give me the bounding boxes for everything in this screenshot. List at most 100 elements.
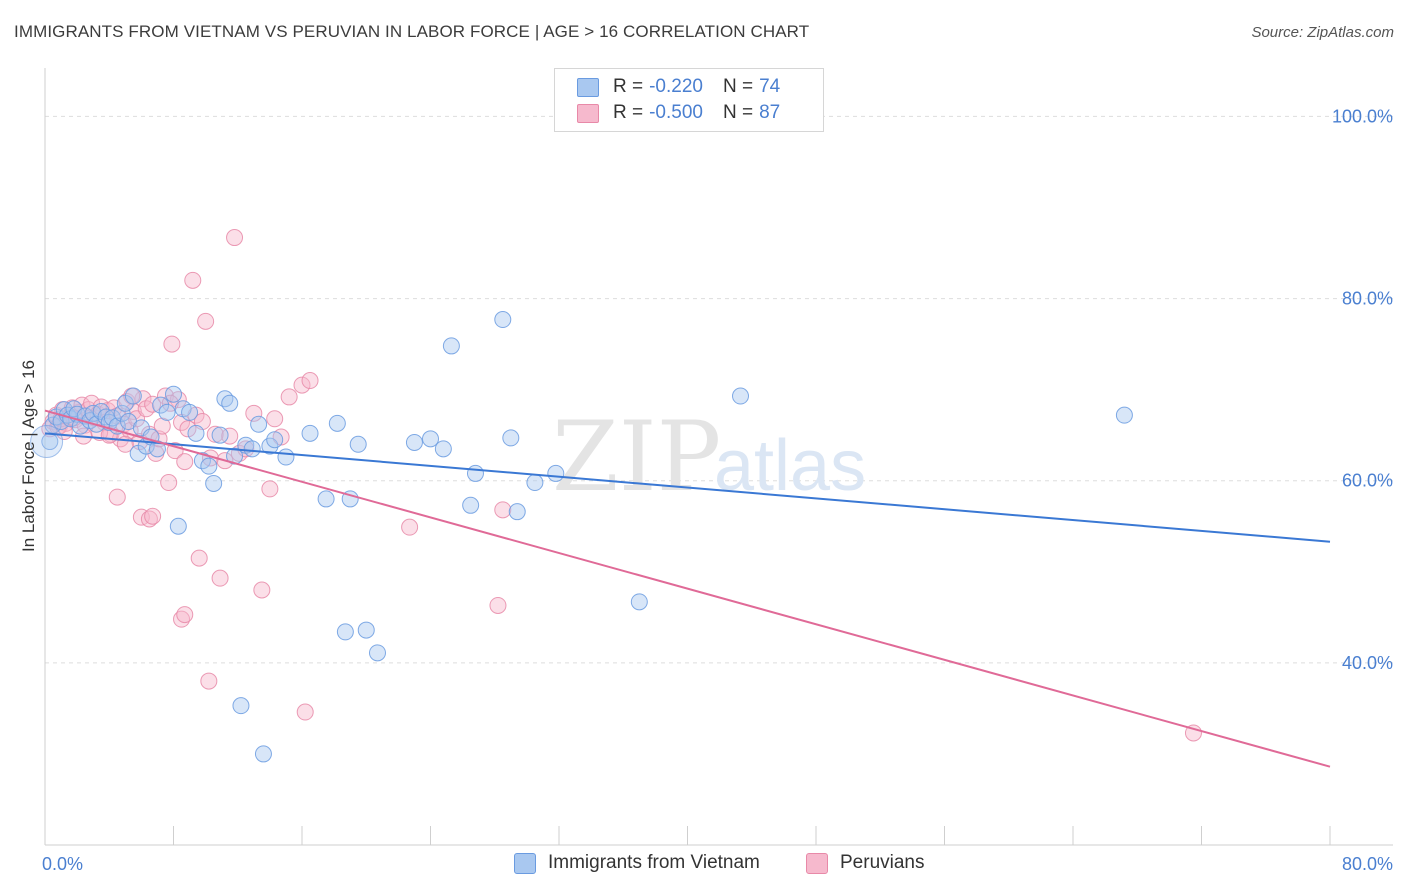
trend-line-vietnam [44,432,1331,543]
point-peruvians [163,335,181,353]
point-vietnam [317,490,335,508]
legend-swatch-vietnam [577,77,599,97]
y-axis-label: In Labor Force | Age > 16 [19,360,38,552]
x-tick-label: 80.0% [1342,854,1393,874]
point-peruvians [253,581,271,599]
legend-r-label: R = [613,102,644,123]
point-peruvians [296,703,314,721]
point-peruvians [211,569,229,587]
point-peruvians [245,404,263,422]
point-peruvians [494,501,512,519]
point-peruvians [226,229,244,247]
point-vietnam [103,409,121,427]
point-vietnam [200,457,218,475]
point-peruvians [266,410,284,428]
point-vietnam [732,387,750,405]
legend-item-peruvians[interactable]: Peruvians [806,852,925,874]
y-tick-label: 40.0% [1342,653,1393,673]
grid [45,115,1393,664]
point-peruvians [140,510,158,528]
legend-n-value: 74 [759,76,781,97]
point-peruvians [160,474,178,492]
point-peruvians [176,453,194,471]
point-vietnam [301,424,319,442]
legend-swatch-peruvians [577,103,599,123]
point-peruvians [190,549,208,567]
x-tick-label: 0.0% [42,854,83,874]
legend-item-vietnam[interactable]: Immigrants from Vietnam [514,852,760,874]
point-peruvians [261,480,279,498]
point-vietnam [630,593,648,611]
legend-swatch-peruvians [806,852,828,874]
legend-r-value: -0.220 [649,76,703,97]
tick-labels: 40.0% 60.0% 80.0% 100.0% 0.0% 80.0% In Labor F… [19,106,1393,874]
stats-legend: R = -0.220 N = 74 R = -0.500 N = 87 [554,68,824,132]
point-vietnam [336,623,354,641]
point-vietnam [368,644,386,662]
point-peruvians [153,417,171,435]
legend-label-vietnam: Immigrants from Vietnam [548,852,760,873]
legend-row-peruvians: R = -0.500 N = 87 [577,101,780,125]
point-peruvians [197,312,215,330]
point-vietnam [216,390,234,408]
point-peruvians [489,596,507,614]
point-vietnam [508,503,526,521]
legend-swatch-vietnam [514,852,536,874]
point-vietnam [357,621,375,639]
point-vietnam [243,440,261,458]
series-vietnam-points [30,311,1133,763]
point-vietnam [1115,406,1133,424]
point-peruvians [144,507,162,525]
point-vietnam [422,430,439,448]
y-tick-label: 60.0% [1342,471,1393,491]
point-vietnam [266,431,284,449]
point-peruvians [301,372,319,390]
point-vietnam [165,385,182,403]
legend-n-value: 87 [759,102,781,123]
series-legend: Immigrants from Vietnam Peruvians [0,852,1406,878]
point-peruvians [108,488,126,506]
point-vietnam [55,401,73,419]
point-vietnam [349,435,367,453]
point-vietnam [526,474,544,492]
point-vietnam [124,387,142,405]
point-vietnam [254,745,272,763]
legend-r-label: R = [613,76,644,97]
point-vietnam [328,414,346,432]
point-vietnam [405,433,423,451]
trend-line-peruvians [44,409,1331,768]
source-label: Source: ZipAtlas.com [1251,24,1394,41]
axes [44,68,1393,846]
point-vietnam [462,496,480,514]
point-vietnam [169,517,187,535]
point-peruvians [401,518,419,536]
point-peruvians [176,606,194,624]
point-peruvians [184,271,202,289]
point-vietnam [221,394,239,412]
point-vietnam [152,396,170,414]
point-vietnam [187,424,205,442]
watermark-zip: ZIP [552,401,721,513]
point-vietnam [232,697,250,715]
point-peruvians [206,425,224,443]
point-vietnam [181,403,199,421]
chart-title: IMMIGRANTS FROM VIETNAM VS PERUVIAN IN L… [14,22,810,41]
point-vietnam [97,408,115,426]
point-peruvians [200,672,218,690]
legend-n-label: N = [722,76,754,97]
y-tick-label: 100.0% [1332,106,1393,126]
point-vietnam [250,415,268,433]
point-peruvians [179,420,197,438]
series-peruvians-points [41,229,1202,742]
legend-n-label: N = [722,102,754,123]
point-peruvians [221,427,239,445]
point-peruvians [169,391,187,409]
point-peruvians [134,390,152,408]
watermark-atlas: atlas [714,426,866,506]
point-peruvians [280,388,298,406]
point-vietnam [434,440,452,458]
point-vietnam [502,429,520,447]
point-peruvians [166,442,184,460]
